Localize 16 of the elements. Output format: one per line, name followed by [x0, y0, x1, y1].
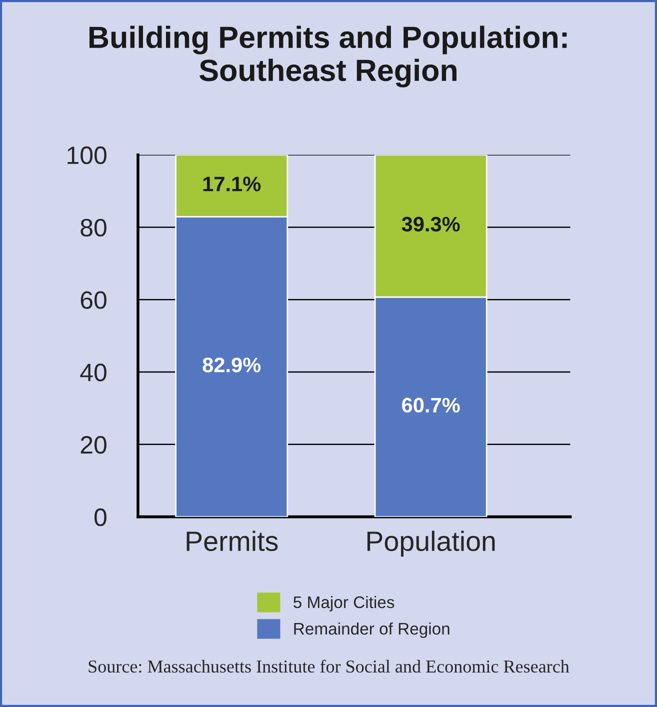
x-tick-label: Population [367, 530, 495, 557]
y-tick-label: 60 [80, 291, 106, 309]
source-note: Source: Massachusetts Institute for Social and Economic Research [88, 660, 570, 673]
data-label: 60.7% [402, 398, 460, 413]
data-label: 82.9% [202, 358, 261, 372]
y-tick-label: 40 [80, 364, 106, 382]
y-tick-label: 80 [80, 218, 106, 237]
y-tick-label: 0 [94, 508, 106, 526]
data-label: 17.1% [203, 176, 261, 192]
legend-label: Remainder of Region [294, 622, 450, 638]
y-tick-label: 100 [68, 146, 106, 164]
chart-title: Building Permits and Population: Southeast Region [90, 26, 567, 88]
x-tick-label: Permits [186, 530, 278, 552]
legend-label: 5 Major Cities [294, 596, 394, 612]
data-label: 39.3% [402, 216, 460, 232]
y-tick-label: 20 [80, 436, 106, 454]
